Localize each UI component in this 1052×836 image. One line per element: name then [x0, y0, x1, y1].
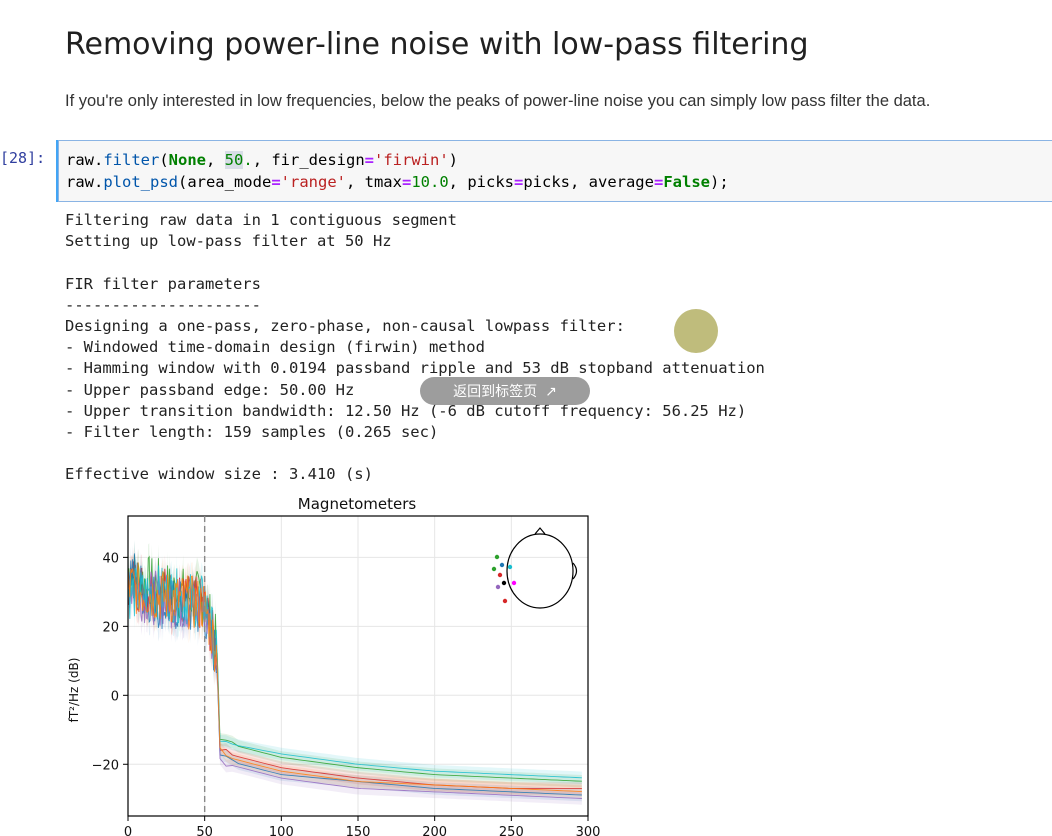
output-line: - Filter length: 159 samples (0.265 sec) [65, 422, 439, 441]
output-line: - Upper passband edge: 50.00 Hz [65, 380, 355, 399]
back-to-tab-label: 返回到标签页 [453, 383, 538, 399]
y-tick-label: 0 [111, 689, 119, 704]
x-tick-label: 50 [196, 825, 213, 836]
x-tick-label: 250 [499, 825, 524, 836]
output-line: - Upper transition bandwidth: 12.50 Hz (… [65, 401, 747, 420]
sensor-dot [511, 580, 517, 586]
mouse-cursor-highlight [674, 309, 718, 353]
sensor-layout-inset [491, 527, 578, 609]
output-line [65, 443, 765, 464]
series-lines [127, 553, 582, 799]
y-tick-label: 40 [102, 551, 119, 566]
output-line: Designing a one-pass, zero-phase, non-ca… [65, 316, 625, 335]
intro-paragraph: If you're only interested in low frequen… [65, 92, 931, 110]
y-tick-label: −20 [92, 758, 119, 773]
output-line: Effective window size : 3.410 (s) [65, 465, 373, 484]
ear-icon [572, 562, 578, 580]
code-cell[interactable]: raw.filter(None, 50., fir_design='firwin… [56, 140, 1052, 202]
output-line: --------------------- [65, 295, 261, 314]
output-line [65, 252, 765, 273]
x-tick-label: 200 [422, 825, 447, 836]
sensor-dot [499, 562, 505, 568]
y-tick-label: 20 [102, 620, 119, 635]
x-tick-label: 100 [269, 825, 294, 836]
cell-prompt: [28]: [0, 149, 46, 167]
sensor-dot [495, 584, 501, 590]
code-line-1: raw.filter(None, 50., fir_design='firwin… [66, 151, 459, 169]
chart-title: Magnetometers [298, 495, 417, 513]
external-link-icon: ↗ [545, 382, 557, 399]
chart-ylabel: fT²/Hz (dB) [67, 658, 81, 723]
output-line: - Windowed time-domain design (firwin) m… [65, 338, 485, 357]
sensor-dot [502, 598, 508, 604]
x-tick-label: 0 [124, 825, 132, 836]
x-tick-label: 300 [576, 825, 601, 836]
sensor-dot [494, 554, 500, 560]
output-line: FIR filter parameters [65, 274, 261, 293]
output-line: Setting up low-pass filter at 50 Hz [65, 232, 392, 251]
output-line: Filtering raw data in 1 contiguous segme… [65, 211, 457, 229]
head-outline-icon [506, 533, 574, 609]
nose-icon [534, 527, 546, 535]
x-tick-label: 150 [346, 825, 371, 836]
output-line: - Hamming window with 0.0194 passband ri… [65, 359, 765, 378]
cell-output: Filtering raw data in 1 contiguous segme… [65, 210, 765, 485]
series-line-5 [127, 562, 582, 793]
back-to-tab-button[interactable]: 返回到标签页 ↗ [420, 377, 590, 405]
code-editor[interactable]: raw.filter(None, 50., fir_design='firwin… [66, 149, 729, 193]
sensor-dot [501, 580, 507, 586]
sensor-dot [497, 572, 503, 578]
sensor-dot [491, 566, 497, 572]
section-heading: Removing power-line noise with low-pass … [65, 27, 809, 62]
sensor-dot [507, 564, 513, 570]
code-line-2: raw.plot_psd(area_mode='range', tmax=10.… [66, 173, 729, 191]
